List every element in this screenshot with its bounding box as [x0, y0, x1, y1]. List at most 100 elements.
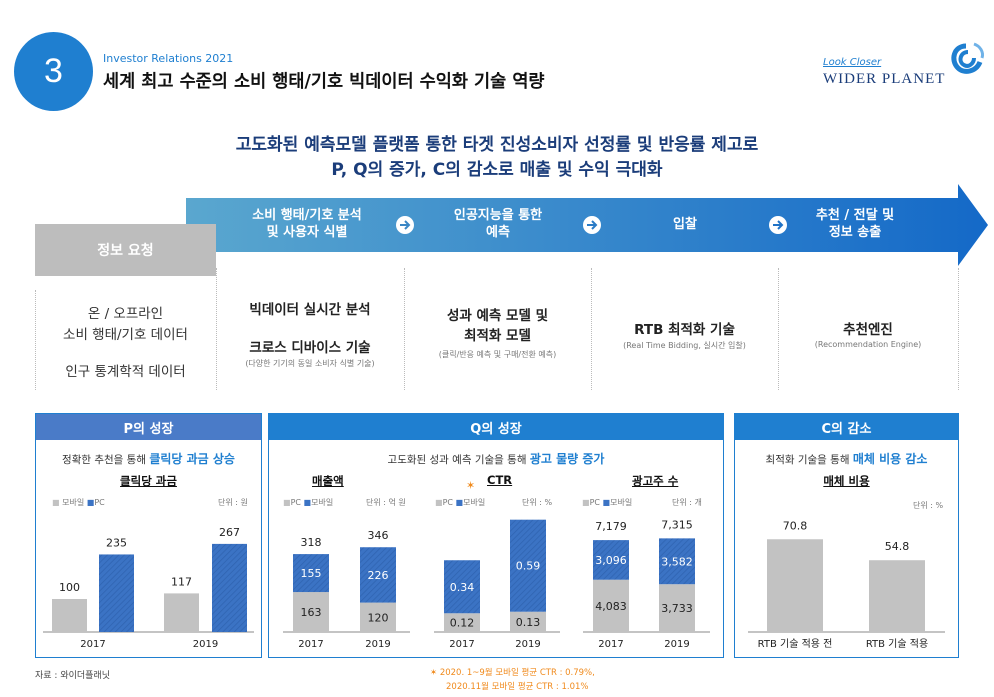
bar: [164, 593, 199, 632]
source-note: 자료 : 와이더플래닛: [35, 671, 110, 681]
x-tick-label: 2019: [664, 639, 689, 650]
data-label: 163: [301, 606, 322, 619]
column-text: 인구 통계학적 데이터: [65, 364, 186, 380]
chart-legend-ctr: ■PC ■모바일: [435, 498, 486, 507]
bar-segment: [659, 538, 695, 585]
column-text: 추천엔진: [843, 322, 893, 338]
desc-text: 고도화된 성과 예측 기술을 통해: [387, 454, 530, 466]
desc-highlight: 매체 비용 감소: [852, 452, 928, 466]
data-label: 4,083: [595, 600, 627, 613]
legend-label: 모바일: [610, 498, 633, 507]
asterisk-icon: ✶: [430, 668, 440, 678]
divider: [35, 290, 36, 390]
legend-label: 모바일: [311, 498, 334, 507]
bar-segment: [293, 592, 329, 632]
panel-q-desc: 고도화된 성과 예측 기술을 통해 광고 물량 증가: [268, 450, 724, 467]
x-tick-label: 2017: [80, 639, 105, 650]
bar-segment: [510, 519, 546, 612]
desc-highlight: 광고 물량 증가: [529, 452, 605, 466]
data-label: 100: [59, 581, 80, 594]
legend-label: PC: [589, 498, 600, 507]
legend-label: PC: [442, 498, 453, 507]
data-label: 120: [368, 611, 389, 624]
panel-p-desc: 정확한 추천을 통해 클릭당 과금 상승: [35, 450, 262, 467]
chart-unit-advertisers: 단위 : 개: [672, 498, 702, 507]
logo-name: WIDER PLANET: [823, 71, 946, 87]
chart-unit-ctr: 단위 : %: [522, 498, 553, 507]
column-text: 크로스 디바이스 기술: [249, 340, 371, 356]
bar: [52, 599, 87, 632]
x-tick-label: RTB 기술 적용: [866, 638, 928, 650]
total-label: 7,179: [595, 520, 627, 533]
headline-line-2: P, Q의 증가, C의 감소로 매출 및 수익 극대화: [331, 160, 663, 180]
bar-segment: [360, 547, 396, 603]
panel-p-title: P의 성장: [36, 414, 261, 440]
data-label: 226: [368, 569, 389, 582]
total-label: 346: [368, 529, 389, 542]
chart-title-ctr: CTR: [487, 473, 513, 487]
bar-segment: [593, 540, 629, 580]
bar: [99, 554, 134, 632]
chart-legend-cpc: ■ 모바일 ■PC: [52, 498, 105, 507]
bar-segment: [593, 579, 629, 632]
panel-c: C의 감소: [734, 413, 959, 658]
total-label: 318: [301, 536, 322, 549]
footnote-line: 2020. 1~9월 모바일 평균 CTR : 0.79%,: [439, 668, 595, 678]
process-step-2: 인공지능을 통한 예측: [453, 208, 543, 240]
column-data-sources: 온 / 오프라인 소비 행태/기호 데이터 인구 통계학적 데이터: [35, 304, 216, 383]
column-note: (다양한 기기의 동일 소비자 식별 기술): [245, 359, 375, 368]
data-label: 267: [219, 526, 240, 539]
column-analysis: 빅데이터 실시간 분석 크로스 디바이스 기술 (다양한 기기의 동일 소비자 …: [216, 300, 404, 369]
legend-label: 모바일: [463, 498, 486, 507]
legend-label: PC: [94, 498, 105, 507]
bar: [212, 543, 247, 632]
x-tick-label: 2017: [298, 639, 323, 650]
x-tick-label: 2019: [193, 639, 218, 650]
column-text: 소비 행태/기호 데이터: [63, 327, 188, 343]
data-label: 117: [171, 575, 192, 588]
bar-segment: [360, 602, 396, 632]
total-label: 7,315: [661, 518, 693, 531]
headline-line-1: 고도화된 예측모델 플랫폼 통한 타겟 진성소비자 선정률 및 반응률 제고로: [235, 135, 759, 155]
bar-segment: [510, 611, 546, 632]
divider: [404, 268, 405, 390]
process-start-box: 정보 요청: [35, 224, 216, 276]
data-label: 3,733: [661, 602, 693, 615]
panel-c-title: C의 감소: [735, 414, 958, 440]
data-label: 0.59: [516, 560, 541, 573]
data-label: 3,582: [661, 555, 693, 568]
bar-segment: [659, 584, 695, 632]
process-step-4: 추천 / 전달 및 정보 송출: [815, 208, 895, 240]
panel-c-desc: 최적화 기술을 통해 매체 비용 감소: [734, 450, 959, 467]
desc-text: 정확한 추천을 통해: [62, 454, 150, 466]
panel-q: Q의 성장: [268, 413, 724, 658]
chart-unit-cpc: 단위 : 원: [218, 498, 248, 507]
column-text: 온 / 오프라인: [87, 306, 164, 322]
panel-q-title: Q의 성장: [269, 414, 723, 440]
chart-unit-revenue: 단위 : 억 원: [366, 498, 406, 507]
logo-tagline: Look Closer: [823, 57, 882, 68]
data-label: 54.8: [885, 540, 910, 553]
data-label: 155: [301, 567, 322, 580]
planet-logo-icon: [951, 42, 984, 74]
column-note: (Recommendation Engine): [814, 340, 922, 349]
data-label: 0.12: [450, 617, 475, 630]
desc-text: 최적화 기술을 통해: [765, 454, 853, 466]
x-tick-label: 2017: [449, 639, 474, 650]
column-text: 최적화 모델: [464, 328, 531, 344]
data-label: 235: [106, 536, 127, 549]
page-title: 세계 최고 수준의 소비 행태/기호 빅데이터 수익화 기술 역량: [103, 72, 545, 92]
bar-segment: [444, 613, 480, 632]
column-text: RTB 최적화 기술: [634, 322, 735, 338]
divider: [216, 268, 217, 390]
divider: [591, 268, 592, 390]
bar: [767, 539, 823, 632]
x-tick-label: RTB 기술 적용 전: [758, 638, 833, 650]
bar-segment: [293, 554, 329, 593]
column-text: 빅데이터 실시간 분석: [249, 302, 371, 318]
divider: [958, 268, 959, 390]
chart-title-advertisers: 광고주 수: [632, 474, 679, 488]
desc-highlight: 클릭당 과금 상승: [149, 452, 235, 466]
